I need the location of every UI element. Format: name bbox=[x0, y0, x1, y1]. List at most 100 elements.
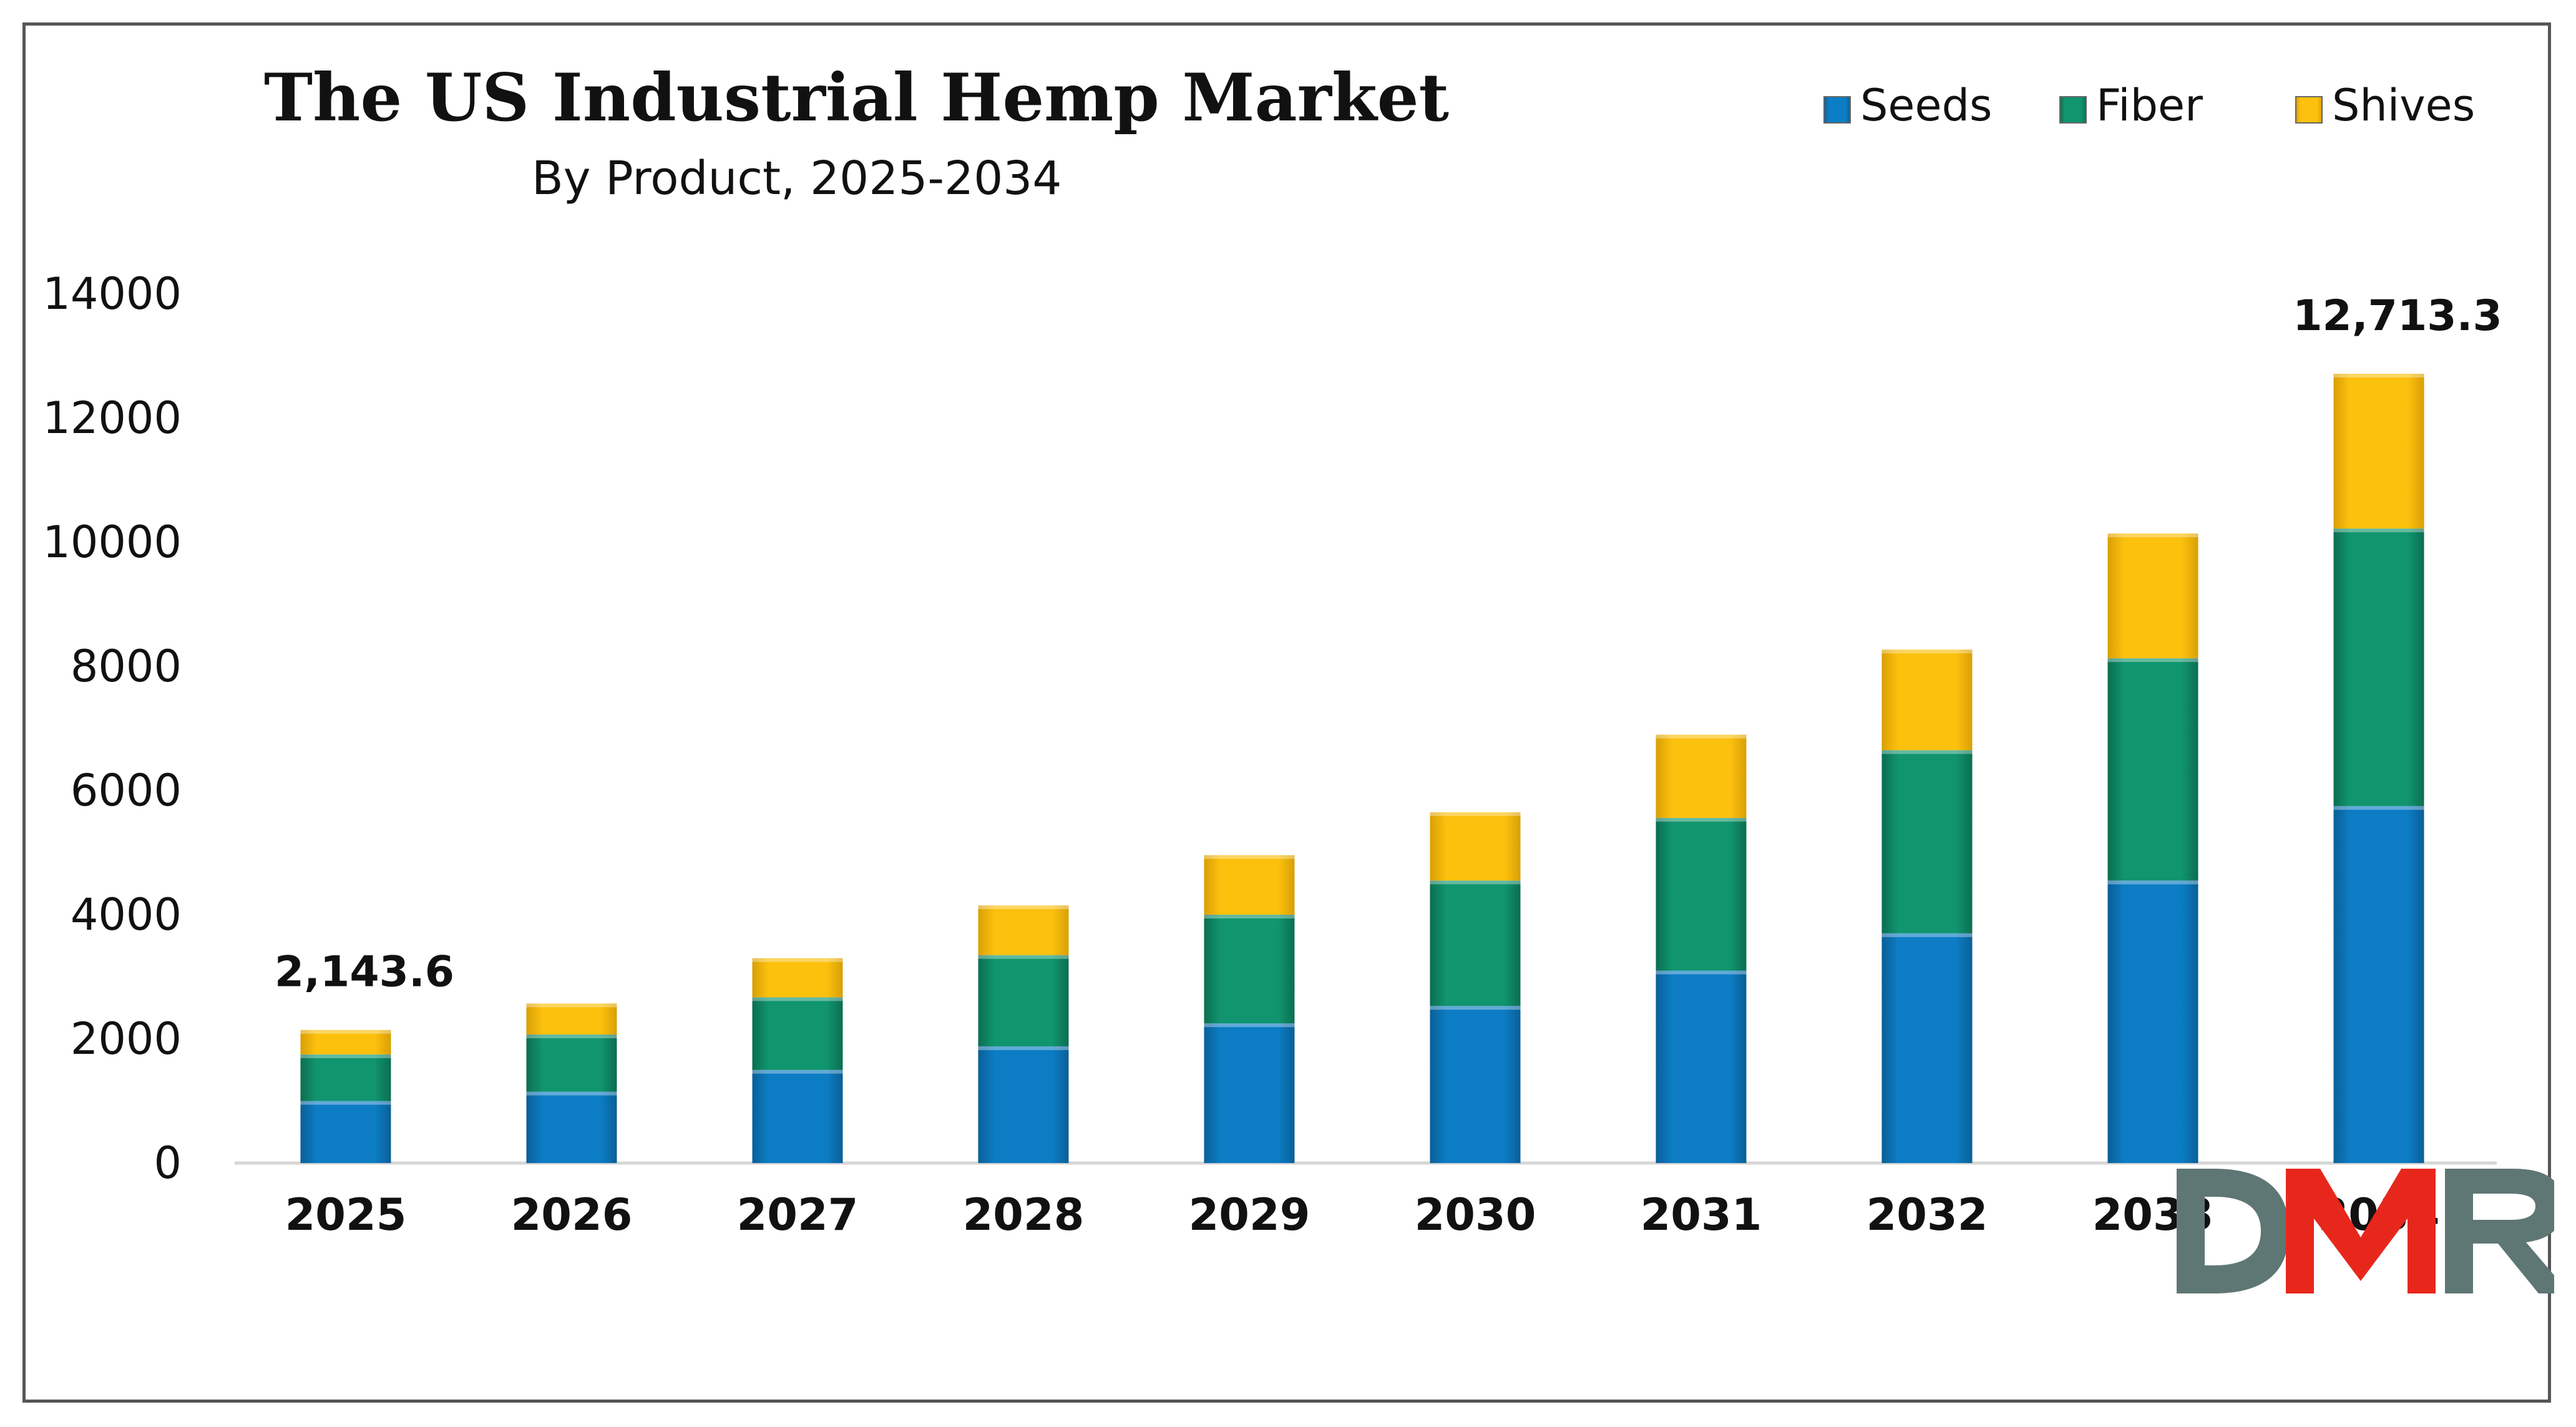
chart-frame: The US Industrial Hemp Market By Product… bbox=[22, 22, 2554, 1403]
logo-r-shape bbox=[2445, 1169, 2554, 1293]
y-tick-label: 10000 bbox=[42, 517, 182, 568]
y-tick-label: 8000 bbox=[71, 641, 182, 692]
bar-highlight bbox=[2107, 658, 2198, 663]
bar-fiber-2029 bbox=[1204, 915, 1295, 1024]
legend-swatch-fiber bbox=[2059, 96, 2087, 124]
total-labels: 2,143.6 12,713.3 bbox=[275, 291, 2502, 997]
bar-highlight bbox=[2107, 533, 2198, 538]
legend-label-shives: Shives bbox=[2332, 80, 2475, 131]
bar-seeds-2031 bbox=[1656, 970, 1747, 1163]
bar-fiber-2025 bbox=[300, 1054, 391, 1101]
bar-shives-2028 bbox=[978, 905, 1069, 955]
bar-shives-2026 bbox=[526, 1003, 617, 1035]
bar-stack-2028 bbox=[978, 905, 1069, 1163]
bar-highlight bbox=[2333, 374, 2424, 378]
bar-seeds-2033 bbox=[2107, 880, 2198, 1163]
x-tick-label: 2026 bbox=[511, 1189, 633, 1240]
bar-highlight bbox=[2107, 880, 2198, 885]
bar-highlight bbox=[1204, 1023, 1295, 1028]
bar-highlight bbox=[1204, 855, 1295, 859]
bar-seeds-2025 bbox=[300, 1101, 391, 1163]
bar-shives-2033 bbox=[2107, 533, 2198, 659]
bar-stack-2034 bbox=[2333, 374, 2424, 1163]
bar-highlight bbox=[1430, 1006, 1521, 1010]
bar-stack-2025 bbox=[300, 1030, 391, 1163]
bar-highlight bbox=[1881, 750, 1973, 754]
bar-highlight bbox=[1881, 933, 1973, 937]
y-axis: 0 2000 4000 6000 8000 10000 12000 14000 bbox=[42, 268, 182, 1189]
bar-highlight bbox=[300, 1101, 391, 1105]
bar-highlight bbox=[1430, 812, 1521, 816]
bar-highlight bbox=[2333, 528, 2424, 533]
logo-m-shape bbox=[2286, 1169, 2436, 1293]
bar-seeds-2032 bbox=[1881, 933, 1973, 1163]
legend-swatch-seeds bbox=[1823, 96, 1851, 124]
bar-fiber-2028 bbox=[978, 955, 1069, 1046]
bar-stack-2029 bbox=[1204, 855, 1295, 1163]
bar-fiber-2034 bbox=[2333, 528, 2424, 806]
chart-title: The US Industrial Hemp Market bbox=[264, 59, 1449, 136]
bar-seeds-2030 bbox=[1430, 1006, 1521, 1163]
bar-highlight bbox=[526, 1091, 617, 1096]
bar-highlight bbox=[526, 1035, 617, 1039]
bar-fiber-2026 bbox=[526, 1035, 617, 1092]
bar-fiber-2027 bbox=[752, 997, 843, 1070]
bar-fiber-2033 bbox=[2107, 658, 2198, 881]
y-tick-label: 2000 bbox=[71, 1013, 182, 1064]
bar-fiber-2031 bbox=[1656, 817, 1747, 971]
x-tick-label: 2028 bbox=[963, 1189, 1085, 1240]
bar-highlight bbox=[1881, 650, 1973, 654]
legend-label-fiber: Fiber bbox=[2096, 80, 2203, 131]
bar-stack-2031 bbox=[1656, 734, 1747, 1163]
legend: Seeds Fiber Shives bbox=[1823, 80, 2475, 131]
bar-seeds-2034 bbox=[2333, 806, 2424, 1163]
bar-fiber-2030 bbox=[1430, 880, 1521, 1006]
bar-highlight bbox=[752, 997, 843, 1001]
bar-highlight bbox=[2333, 806, 2424, 810]
bar-seeds-2026 bbox=[526, 1091, 617, 1163]
x-axis: 2025202620272028202920302031203220332034 bbox=[285, 1189, 2440, 1240]
total-label-2034: 12,713.3 bbox=[2293, 291, 2502, 341]
bar-shives-2031 bbox=[1656, 734, 1747, 818]
bar-highlight bbox=[1656, 970, 1747, 975]
x-tick-label: 2029 bbox=[1189, 1189, 1310, 1240]
bar-highlight bbox=[752, 1069, 843, 1074]
x-tick-label: 2027 bbox=[737, 1189, 859, 1240]
y-tick-label: 12000 bbox=[42, 392, 182, 444]
bars bbox=[300, 374, 2424, 1163]
bar-stack-2032 bbox=[1881, 650, 1973, 1163]
bar-shives-2027 bbox=[752, 958, 843, 998]
chart-subtitle: By Product, 2025-2034 bbox=[532, 152, 1061, 205]
bar-shives-2030 bbox=[1430, 812, 1521, 881]
bar-shives-2034 bbox=[2333, 374, 2424, 529]
bar-stack-2027 bbox=[752, 958, 843, 1163]
bar-seeds-2027 bbox=[752, 1069, 843, 1163]
logo-d-shape bbox=[2177, 1169, 2289, 1293]
bar-stack-2026 bbox=[526, 1003, 617, 1163]
y-tick-label: 0 bbox=[154, 1137, 182, 1189]
dmr-logo bbox=[2177, 1169, 2554, 1293]
chart-canvas: The US Industrial Hemp Market By Product… bbox=[42, 59, 2554, 1293]
bar-highlight bbox=[978, 905, 1069, 910]
y-tick-label: 6000 bbox=[71, 765, 182, 816]
bar-highlight bbox=[1204, 915, 1295, 918]
y-tick-label: 14000 bbox=[42, 268, 182, 319]
bar-highlight bbox=[1656, 734, 1747, 739]
total-label-2025: 2,143.6 bbox=[275, 948, 454, 997]
bar-highlight bbox=[978, 955, 1069, 959]
bar-highlight bbox=[526, 1003, 617, 1008]
legend-swatch-shives bbox=[2295, 96, 2323, 124]
x-tick-label: 2032 bbox=[1866, 1189, 1988, 1240]
x-tick-label: 2031 bbox=[1641, 1189, 1762, 1240]
x-tick-label: 2025 bbox=[285, 1189, 407, 1240]
bar-shives-2029 bbox=[1204, 855, 1295, 915]
y-tick-label: 4000 bbox=[71, 889, 182, 940]
bar-highlight bbox=[1430, 880, 1521, 885]
bar-fiber-2032 bbox=[1881, 750, 1973, 933]
bar-highlight bbox=[300, 1030, 391, 1034]
bar-shives-2032 bbox=[1881, 650, 1973, 751]
bar-stack-2030 bbox=[1430, 812, 1521, 1163]
bar-highlight bbox=[300, 1054, 391, 1058]
bar-seeds-2029 bbox=[1204, 1023, 1295, 1163]
bar-seeds-2028 bbox=[978, 1046, 1069, 1163]
